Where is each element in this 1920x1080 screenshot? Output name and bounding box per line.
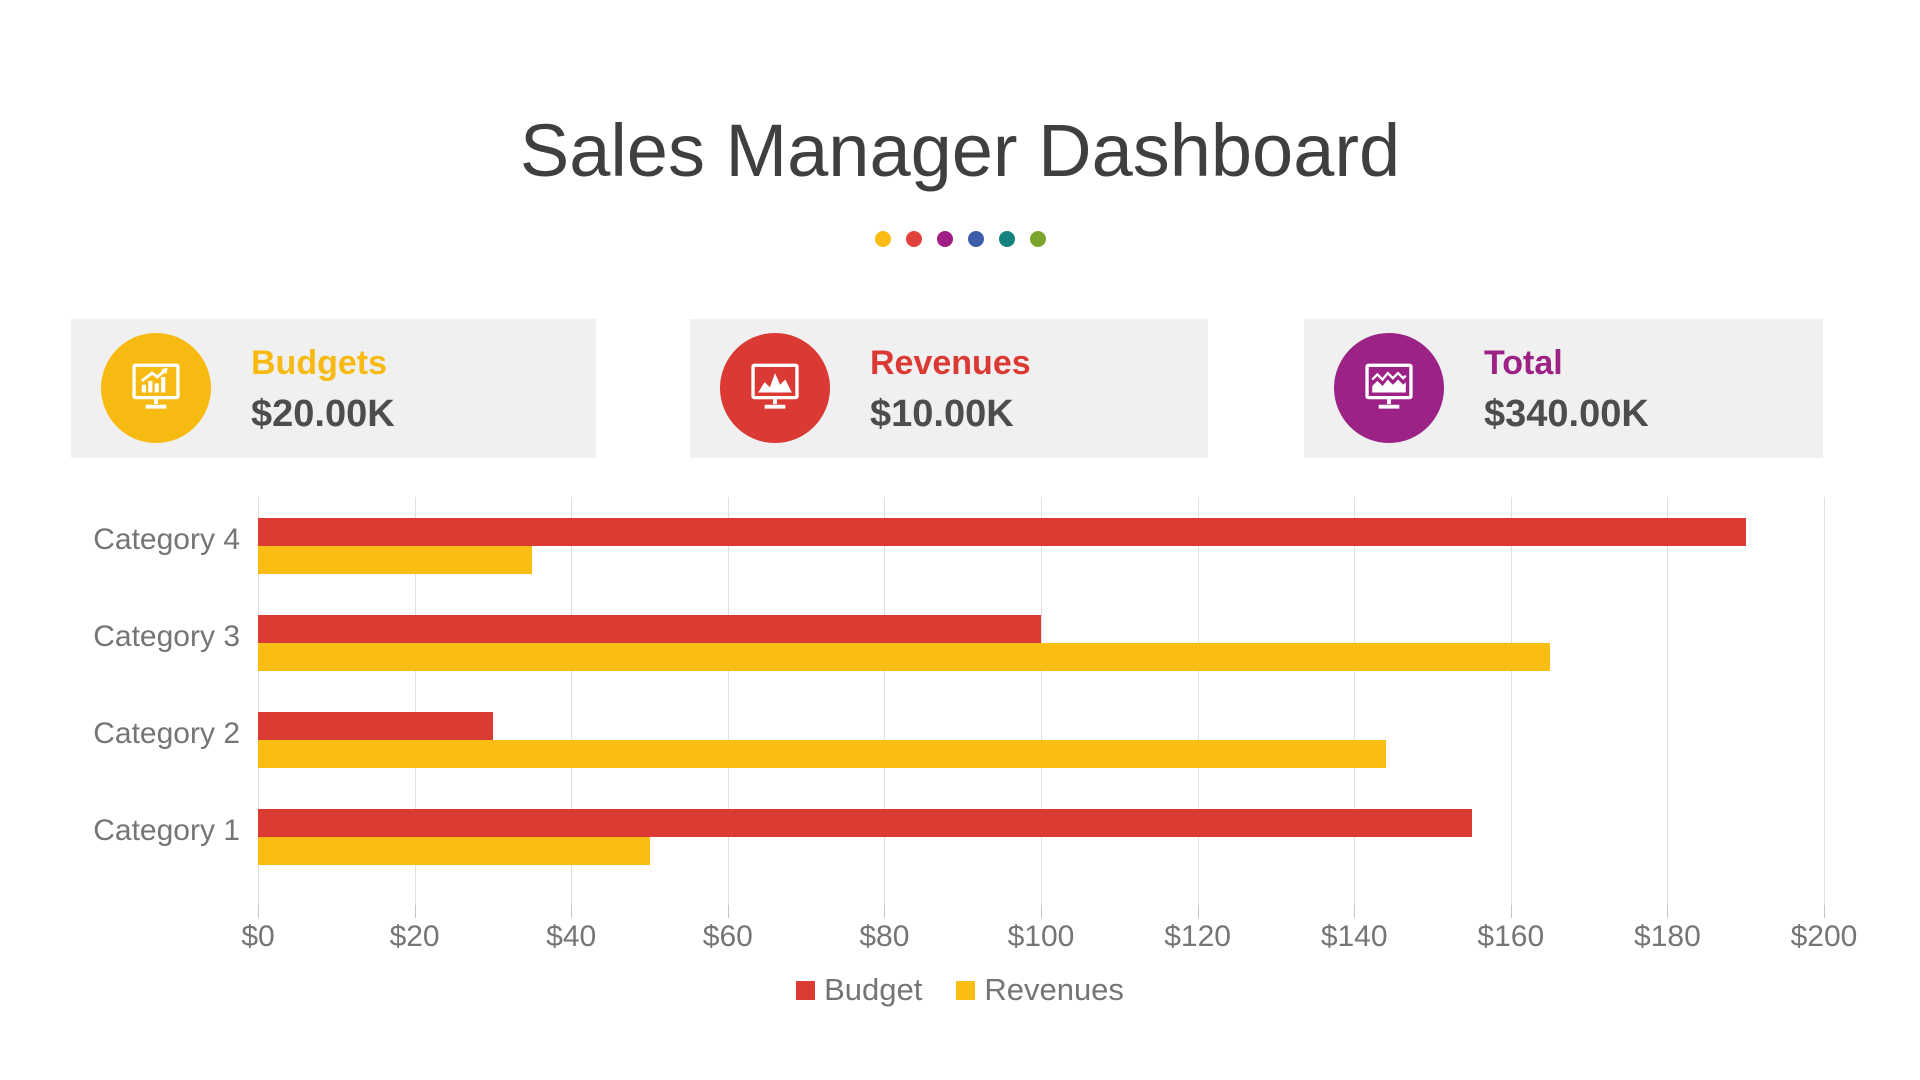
budgets-card-value: $20.00K xyxy=(251,393,395,435)
budget-legend-swatch xyxy=(796,980,816,1000)
chart-legend: Budget Revenues xyxy=(0,972,1920,1008)
x-axis-tick-label: $100 xyxy=(1007,920,1075,953)
category-label: Category 3 xyxy=(93,620,240,653)
axis-tick xyxy=(884,905,886,918)
gridline xyxy=(1510,497,1512,905)
category-label: Category 1 xyxy=(93,814,240,847)
bar-chart-monitor-icon xyxy=(125,355,187,422)
revenues-card-value: $10.00K xyxy=(870,393,1014,435)
x-axis-tick-label: $80 xyxy=(859,920,910,953)
category-label: Category 2 xyxy=(93,717,240,750)
axis-tick xyxy=(1354,905,1356,918)
axis-tick xyxy=(727,905,729,918)
revenues-card-label: Revenues xyxy=(870,344,1031,382)
x-axis-tick-label: $120 xyxy=(1164,920,1231,953)
x-axis-tick-label: $40 xyxy=(546,920,597,953)
gridline xyxy=(1197,497,1199,905)
gridline xyxy=(1667,497,1669,905)
x-axis-tick-label: $60 xyxy=(702,920,753,953)
revenues-legend-swatch xyxy=(956,980,976,1000)
budget-bar xyxy=(258,712,493,740)
revenues-bar xyxy=(258,740,1386,768)
accent-dot xyxy=(936,231,953,247)
x-axis-tick-label: $0 xyxy=(241,920,275,953)
budgets-icon-circle xyxy=(101,333,211,443)
category-label: Category 4 xyxy=(93,523,240,556)
gridline xyxy=(1824,497,1825,905)
total-card-value: $340.00K xyxy=(1484,393,1649,435)
x-axis-tick-label: $140 xyxy=(1320,920,1388,953)
axis-tick xyxy=(258,905,259,918)
kpi-card-revenues: Revenues $10.00K xyxy=(690,319,1208,458)
kpi-card-budgets: Budgets $20.00K xyxy=(71,319,596,458)
accent-dot xyxy=(874,231,891,247)
x-axis-tick-label: $20 xyxy=(389,920,440,953)
budget-bar xyxy=(258,809,1472,837)
legend-item-revenues: Revenues xyxy=(956,972,1124,1008)
accent-dot xyxy=(967,231,984,247)
axis-tick xyxy=(1197,905,1199,918)
gridline xyxy=(727,497,729,905)
gridline xyxy=(1354,497,1356,905)
accent-dot xyxy=(998,231,1015,247)
x-axis-tick-label: $180 xyxy=(1634,920,1701,953)
line-chart-monitor-icon xyxy=(1358,355,1420,422)
gridline xyxy=(1041,497,1042,905)
revenues-bar xyxy=(258,837,650,865)
x-axis-tick-label: $160 xyxy=(1477,920,1545,953)
gridline xyxy=(571,497,573,905)
axis-tick xyxy=(1824,905,1825,918)
gridline xyxy=(884,497,886,905)
budget-bar xyxy=(258,615,1041,643)
x-axis-tick-label: $200 xyxy=(1790,920,1858,953)
kpi-card-total: Total $340.00K xyxy=(1304,319,1823,458)
axis-tick xyxy=(1041,905,1042,918)
accent-dots xyxy=(0,231,1920,247)
area-chart-monitor-icon xyxy=(744,355,806,422)
revenues-legend-label: Revenues xyxy=(984,972,1124,1007)
legend-item-budget: Budget xyxy=(796,972,922,1008)
axis-tick xyxy=(1510,905,1512,918)
accent-dot xyxy=(905,231,922,247)
revenues-icon-circle xyxy=(720,333,830,443)
revenues-bar xyxy=(258,643,1550,671)
axis-tick xyxy=(571,905,573,918)
total-card-label: Total xyxy=(1484,344,1563,382)
budget-bar xyxy=(258,518,1746,546)
page-title: Sales Manager Dashboard xyxy=(519,109,1401,192)
axis-tick xyxy=(414,905,416,918)
budgets-card-label: Budgets xyxy=(251,344,387,382)
total-icon-circle xyxy=(1334,333,1444,443)
budget-legend-label: Budget xyxy=(824,972,923,1007)
revenues-bar xyxy=(258,546,533,574)
accent-dot xyxy=(1029,231,1046,247)
gridline xyxy=(414,497,416,905)
gridline xyxy=(258,497,259,905)
axis-tick xyxy=(1667,905,1669,918)
